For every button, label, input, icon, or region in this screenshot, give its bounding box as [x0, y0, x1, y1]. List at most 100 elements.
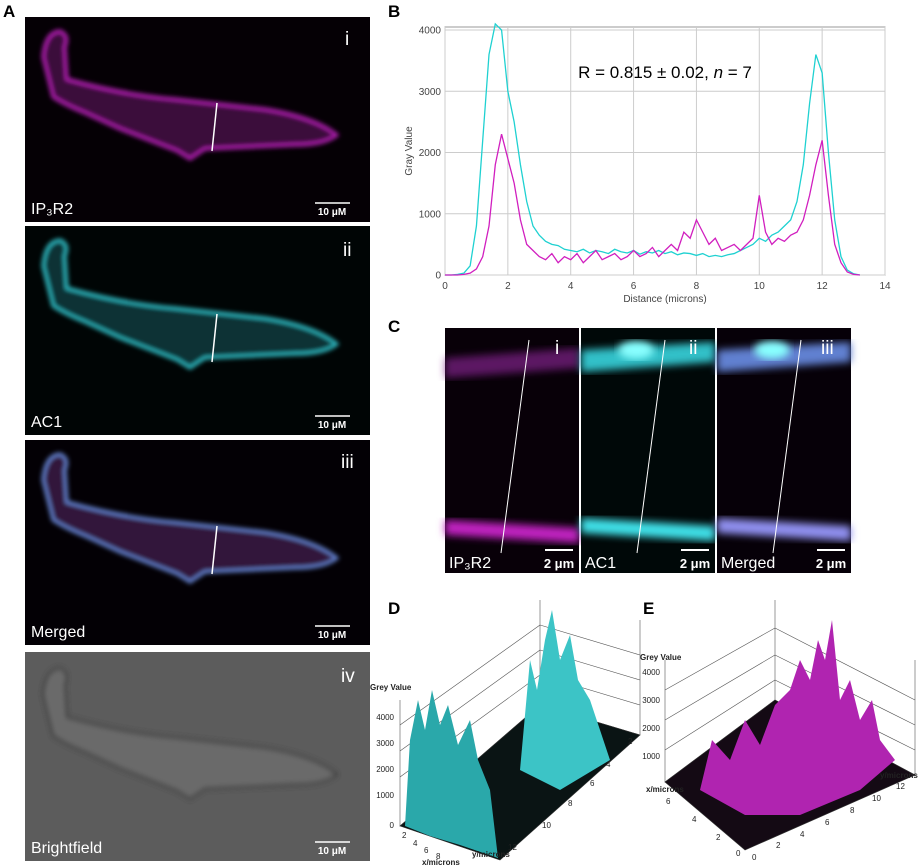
- panel-numeral: ii: [343, 240, 351, 261]
- x-tick-label: 14: [879, 281, 891, 292]
- tick-label: 12: [508, 843, 517, 852]
- x-tick-label: 4: [568, 281, 574, 292]
- membrane: [581, 342, 715, 372]
- line-scan: [772, 339, 802, 554]
- tick-label: 6: [825, 818, 830, 827]
- line-chart: 0 1000 2000 3000 4000 0 2 4 6 8 10 12 14 Distance (mi…: [404, 22, 891, 305]
- panel-numeral: iii: [341, 452, 354, 473]
- panel-numeral: iv: [341, 666, 355, 687]
- axis-label: x/microns: [422, 858, 460, 866]
- panel-numeral: ii: [689, 338, 697, 359]
- y-axis-label: Gray Value: [404, 126, 415, 176]
- tick-label: 2000: [376, 765, 394, 774]
- panel-letter: E: [643, 599, 654, 618]
- tick-label: 1000: [376, 791, 394, 800]
- data-line: [445, 133, 860, 276]
- y-tick-label: 0: [435, 271, 441, 282]
- scale-label: 10 μM: [318, 846, 346, 857]
- panel-label: AC1: [31, 414, 62, 431]
- tick-label: 4: [606, 760, 611, 769]
- axis-frame: [399, 624, 541, 726]
- image-panel: ii AC1 10 μM: [25, 226, 370, 435]
- line-scan: [500, 339, 530, 554]
- membrane: [717, 518, 851, 541]
- x-tick-label: 10: [754, 281, 766, 292]
- tick-label: 8: [568, 799, 573, 808]
- tick-label: 6: [666, 797, 671, 806]
- scale-label: 10 μM: [318, 207, 346, 218]
- scale-label: 10 μM: [318, 420, 346, 431]
- scale-label: 10 μM: [318, 630, 346, 641]
- surface-peak: [700, 620, 895, 815]
- axis-label: y/microns: [880, 771, 918, 780]
- tick-label: 4: [800, 830, 805, 839]
- panel-label: AC1: [585, 555, 616, 572]
- axis-frame: [539, 624, 641, 656]
- surface-peak: [520, 610, 610, 790]
- line-scan: [636, 339, 666, 554]
- tick-label: 2: [716, 833, 721, 842]
- annotation-part: n: [714, 63, 723, 82]
- annotation-part: R = 0.815 ± 0.02,: [578, 63, 714, 82]
- axis-label: Grey Value: [370, 683, 412, 692]
- tick-label: 2: [402, 831, 407, 840]
- tick-label: 4000: [376, 713, 394, 722]
- tick-label: 10: [542, 821, 551, 830]
- line-scan: [211, 102, 218, 152]
- x-tick-label: 6: [631, 281, 637, 292]
- image-panel: ii AC1 2 μm: [581, 328, 715, 573]
- surface-plot: [399, 600, 641, 861]
- panel-numeral: iii: [821, 338, 834, 359]
- annotation: R = 0.815 ± 0.02, n = 7: [578, 63, 752, 82]
- scale-label: 2 μm: [544, 556, 574, 571]
- tick-label: 8: [850, 806, 855, 815]
- surface-plot: [664, 600, 916, 851]
- image-panel: iii Merged 2 μm: [717, 328, 851, 573]
- x-tick-label: 12: [817, 281, 829, 292]
- panel-label: IP₃R2: [449, 555, 491, 572]
- tick-label: 4: [692, 815, 697, 824]
- axis-label: Grey Value: [640, 653, 682, 662]
- surface-peak: [405, 690, 498, 858]
- x-tick-label: 0: [442, 281, 448, 292]
- membrane: [754, 341, 790, 359]
- tick-label: 0: [752, 853, 757, 862]
- scale-label: 2 μm: [816, 556, 846, 571]
- data-line: [445, 22, 860, 276]
- tick-label: 8: [436, 852, 441, 861]
- image-panel: iv Brightfield 10 μM: [25, 652, 370, 861]
- tick-label: 3000: [642, 696, 660, 705]
- tick-label: 4: [413, 839, 418, 848]
- axis-frame: [774, 627, 916, 701]
- x-axis-label: Distance (microns): [623, 294, 706, 305]
- tick-label: 2: [628, 737, 633, 746]
- line-scan: [211, 525, 218, 575]
- tick-label: 0: [736, 849, 741, 858]
- tick-label: 6: [590, 779, 595, 788]
- panel-label: IP₃R2: [31, 201, 73, 218]
- y-tick-label: 1000: [419, 209, 442, 220]
- y-tick-label: 3000: [419, 87, 442, 98]
- tick-label: 1000: [642, 752, 660, 761]
- y-tick-label: 4000: [419, 26, 442, 37]
- panel-label: Merged: [721, 555, 775, 572]
- axis-frame: [664, 679, 776, 751]
- tick-label: 12: [896, 782, 905, 791]
- membrane: [445, 348, 579, 378]
- tick-label: 6: [424, 846, 429, 855]
- membrane: [581, 518, 715, 541]
- x-tick-label: 2: [505, 281, 511, 292]
- image-panel: iii Merged 10 μM: [25, 440, 370, 645]
- annotation-part: = 7: [723, 63, 752, 82]
- tick-label: 0: [390, 821, 395, 830]
- tick-label: 2: [776, 841, 781, 850]
- tick-label: 10: [872, 794, 881, 803]
- line-scan: [211, 313, 218, 363]
- tick-label: 2000: [642, 724, 660, 733]
- axis-frame: [664, 627, 776, 691]
- panel-label: Brightfield: [31, 840, 102, 857]
- axis-label: y/microns: [472, 850, 510, 859]
- scale-label: 2 μm: [680, 556, 710, 571]
- tick-label: 3000: [376, 739, 394, 748]
